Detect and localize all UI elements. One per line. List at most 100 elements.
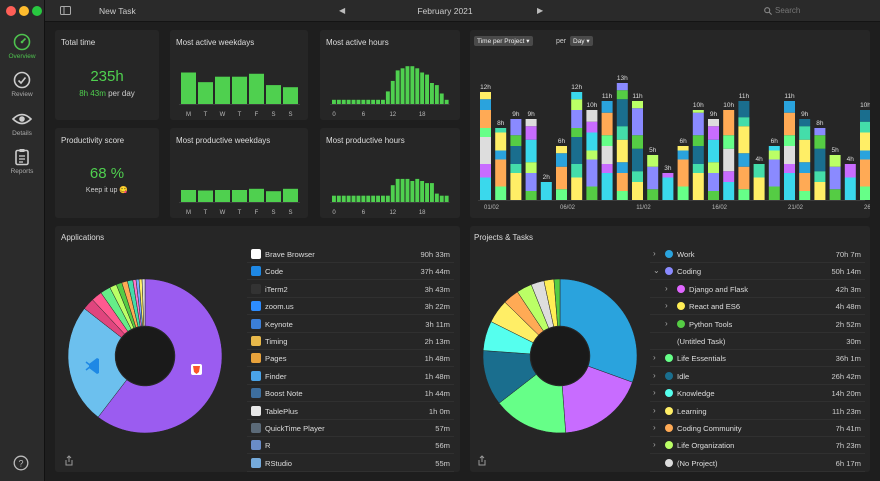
bar-segment[interactable]: [829, 189, 841, 200]
bar-segment[interactable]: [860, 159, 870, 187]
bar-segment[interactable]: [829, 155, 841, 167]
bar-segment[interactable]: [616, 126, 628, 140]
bar-segment[interactable]: [784, 173, 795, 200]
bar-segment[interactable]: [814, 135, 826, 149]
chevron-down-icon[interactable]: ⌄: [653, 266, 660, 276]
bar-segment[interactable]: [768, 186, 780, 201]
bar-segment[interactable]: [495, 186, 507, 201]
bar-segment[interactable]: [480, 99, 491, 110]
bar-segment[interactable]: [799, 139, 811, 163]
bar-segment[interactable]: [632, 148, 643, 172]
bar-segment[interactable]: [480, 128, 491, 137]
bar-segment[interactable]: [601, 101, 613, 113]
bar-segment[interactable]: [738, 153, 750, 167]
bar-segment[interactable]: [571, 137, 583, 164]
bar-segment[interactable]: [510, 146, 522, 164]
bar-segment[interactable]: [723, 171, 735, 182]
date-range-label[interactable]: February 2021: [417, 6, 473, 16]
close-window-button[interactable]: [6, 6, 16, 16]
project-row[interactable]: › Python Tools 2h 52m: [650, 316, 865, 333]
bar-segment[interactable]: [495, 132, 507, 151]
bar-segment[interactable]: [510, 164, 522, 173]
bar-segment[interactable]: [799, 119, 811, 127]
bar-segment[interactable]: [586, 110, 598, 122]
chevron-right-icon[interactable]: ›: [653, 353, 656, 363]
project-row[interactable]: (No Project) 6h 17m: [650, 455, 865, 472]
bar-segment[interactable]: [799, 126, 811, 140]
zoom-window-button[interactable]: [32, 6, 42, 16]
project-row[interactable]: › Life Essentials 36h 1m: [650, 350, 865, 368]
app-row[interactable]: Keynote 3h 11m: [247, 316, 454, 333]
bar-segment[interactable]: [495, 159, 507, 187]
bar-segment[interactable]: [480, 177, 491, 201]
chevron-right-icon[interactable]: ›: [665, 318, 668, 328]
search-field[interactable]: Search: [758, 4, 876, 18]
current-task-field[interactable]: New Task: [99, 6, 136, 16]
bar-segment[interactable]: [525, 119, 537, 127]
app-row[interactable]: Brave Browser 90h 33m: [247, 246, 454, 263]
project-row[interactable]: › Coding Community 7h 41m: [650, 420, 865, 437]
bar-segment[interactable]: [571, 177, 583, 201]
chevron-right-icon[interactable]: ›: [665, 301, 668, 311]
chevron-right-icon[interactable]: ›: [653, 370, 656, 380]
bar-segment[interactable]: [860, 186, 870, 201]
project-row[interactable]: ⌄ Coding 50h 14m: [650, 263, 865, 281]
bar-segment[interactable]: [738, 126, 750, 154]
bar-segment[interactable]: [860, 132, 870, 151]
bar-segment[interactable]: [844, 177, 856, 201]
app-row[interactable]: R 56m: [247, 437, 454, 455]
bar-segment[interactable]: [799, 162, 811, 173]
bar-segment[interactable]: [616, 99, 628, 127]
bar-segment[interactable]: [510, 173, 522, 200]
bar-segment[interactable]: [525, 126, 537, 140]
donut-slice[interactable]: [559, 278, 638, 383]
bar-segment[interactable]: [632, 101, 643, 109]
bar-segment[interactable]: [692, 146, 704, 164]
bar-segment[interactable]: [677, 186, 689, 201]
project-row[interactable]: › Work 70h 7m: [650, 246, 865, 263]
bar-segment[interactable]: [784, 164, 795, 173]
donut-slice[interactable]: [97, 278, 223, 434]
donut-slice[interactable]: [561, 365, 633, 434]
app-row[interactable]: Code 37h 44m: [247, 263, 454, 281]
previous-month-button[interactable]: ◀: [339, 6, 346, 15]
bar-segment[interactable]: [647, 155, 659, 167]
share-button[interactable]: [64, 453, 74, 471]
sidebar-item-review[interactable]: Review: [0, 71, 44, 98]
bar-segment[interactable]: [829, 166, 841, 190]
bar-segment[interactable]: [738, 166, 750, 190]
bar-segment[interactable]: [860, 110, 870, 122]
bar-segment[interactable]: [525, 191, 537, 200]
bar-segment[interactable]: [616, 162, 628, 173]
donut-slice[interactable]: [141, 278, 146, 327]
bar-segment[interactable]: [647, 166, 659, 190]
project-row[interactable]: › Idle 26h 42m: [650, 368, 865, 385]
bar-segment[interactable]: [616, 173, 628, 191]
help-button[interactable]: ?: [13, 455, 29, 476]
app-row[interactable]: Pages 1h 48m: [247, 350, 454, 368]
bar-segment[interactable]: [723, 148, 735, 172]
bar-segment[interactable]: [677, 150, 689, 160]
bar-segment[interactable]: [495, 150, 507, 160]
bar-segment[interactable]: [556, 153, 567, 167]
bar-segment[interactable]: [510, 135, 522, 146]
bar-segment[interactable]: [586, 121, 598, 133]
bar-segment[interactable]: [844, 164, 856, 178]
bar-segment[interactable]: [814, 171, 826, 182]
app-row[interactable]: iTerm2 3h 43m: [247, 281, 454, 298]
bar-segment[interactable]: [768, 159, 780, 187]
project-row[interactable]: › Learning 11h 23m: [650, 403, 865, 420]
bar-segment[interactable]: [799, 173, 811, 191]
bar-segment[interactable]: [860, 121, 870, 133]
bar-segment[interactable]: [784, 112, 795, 136]
bar-segment[interactable]: [708, 191, 719, 200]
bar-segment[interactable]: [616, 90, 628, 100]
share-button[interactable]: [477, 453, 487, 471]
next-month-button[interactable]: ▶: [537, 6, 544, 15]
bar-segment[interactable]: [601, 164, 613, 173]
bar-segment[interactable]: [814, 128, 826, 136]
bar-segment[interactable]: [601, 112, 613, 136]
bar-segment[interactable]: [784, 135, 795, 146]
bar-segment[interactable]: [556, 189, 567, 200]
chevron-right-icon[interactable]: ›: [653, 249, 656, 258]
